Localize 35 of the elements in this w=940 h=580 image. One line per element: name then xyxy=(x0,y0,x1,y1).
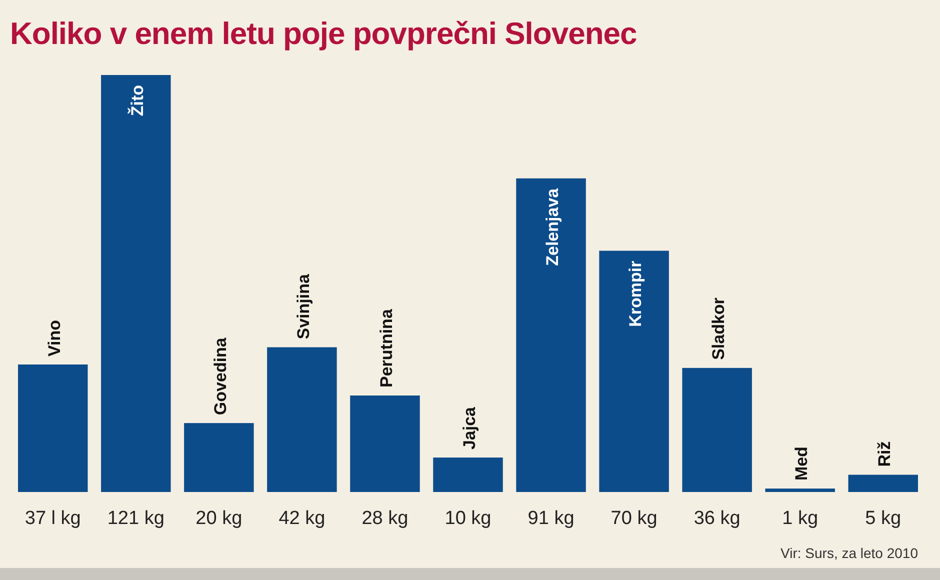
text: Vir: Surs, za leto 2010 xyxy=(780,545,918,561)
data-label: 1 kg xyxy=(782,508,818,529)
data-label: 5 kg xyxy=(865,508,902,529)
data-label: 37 l kg xyxy=(24,508,81,529)
bar xyxy=(267,347,337,492)
data-label: 28 kg xyxy=(362,508,408,529)
bar xyxy=(101,75,171,492)
data-label: 20 kg xyxy=(196,508,242,529)
x-tick-label: Riž xyxy=(875,441,894,467)
bar xyxy=(765,488,835,492)
bar xyxy=(184,423,254,492)
bar xyxy=(599,250,669,492)
bar xyxy=(848,474,918,492)
bar xyxy=(682,368,752,492)
chart-title: Koliko v enem letu poje povprečni Slovenec xyxy=(10,16,637,51)
x-tick-label: Perutnina xyxy=(376,308,396,388)
data-label: 121 kg xyxy=(107,508,164,529)
bar xyxy=(433,458,503,492)
x-tick-label: Jajca xyxy=(460,406,479,450)
bar xyxy=(516,178,586,492)
x-tick-label: Vino xyxy=(44,320,64,356)
x-tick-label: Sladkor xyxy=(709,297,728,360)
bar xyxy=(350,396,420,492)
bar xyxy=(18,364,88,492)
data-label: 36 kg xyxy=(694,508,740,529)
x-tick-label: Svinjina xyxy=(294,274,313,340)
x-tick-label: Krompir xyxy=(626,260,646,327)
x-tick-label: Zelenjava xyxy=(543,188,562,266)
x-tick-label: Govedina xyxy=(210,337,230,416)
data-label: 42 kg xyxy=(278,508,326,529)
data-label: 91 kg xyxy=(528,508,574,529)
x-tick-label: Žito xyxy=(126,85,147,116)
data-label: 70 kg xyxy=(610,508,658,529)
x-tick-label: Med xyxy=(792,446,812,481)
data-label: 10 kg xyxy=(444,508,492,529)
